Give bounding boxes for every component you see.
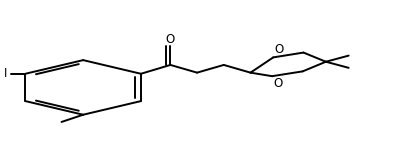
- Text: O: O: [273, 77, 282, 90]
- Text: I: I: [4, 67, 7, 80]
- Text: O: O: [275, 43, 284, 56]
- Text: O: O: [166, 33, 175, 46]
